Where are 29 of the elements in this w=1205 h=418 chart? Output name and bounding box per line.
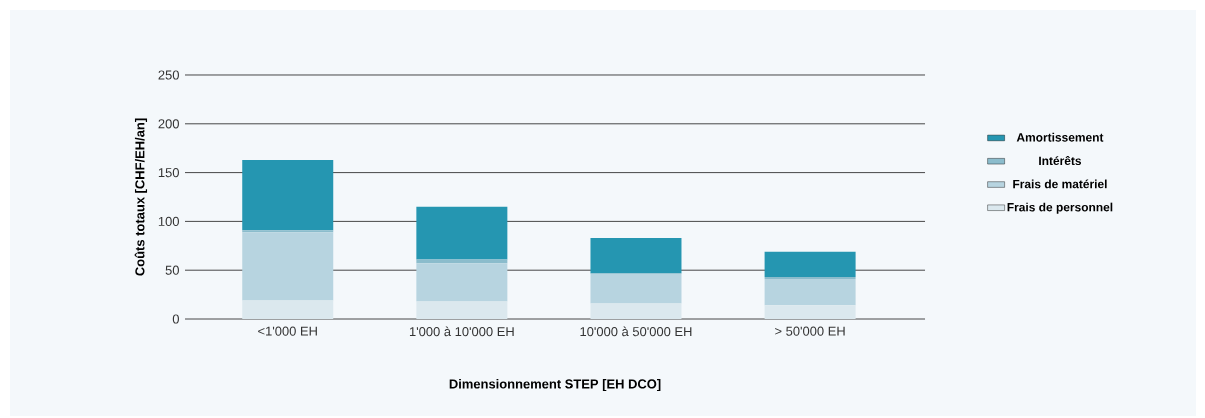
y-tick-label: 150: [158, 168, 179, 178]
bar: [416, 263, 508, 302]
bar: [416, 301, 508, 319]
bar: [590, 303, 682, 319]
bar: [416, 206, 508, 260]
y-tick-label: 250: [158, 70, 179, 80]
bar: [242, 159, 334, 231]
y-tick-label: 200: [158, 119, 179, 129]
bar: [416, 259, 508, 264]
bar: [590, 237, 682, 274]
y-tick-label: 0: [172, 314, 179, 324]
x-tick-label: <1'000 EH: [258, 326, 317, 336]
x-tick-label: 1'000 à 10'000 EH: [409, 326, 514, 337]
y-tick-label: 100: [158, 216, 179, 226]
bar: [764, 305, 856, 319]
bar: [242, 300, 334, 319]
x-tick-label: > 50'000 EH: [775, 326, 845, 336]
bar: [764, 251, 856, 278]
text: Intérêts: [1039, 156, 1082, 166]
legend-label: Amortissement: [1016, 132, 1104, 142]
x-tick-label: 10'000 à 50'000 EH: [580, 326, 692, 337]
legend-label: Frais de personnel: [1007, 202, 1113, 214]
bar: [590, 274, 682, 304]
bar: [764, 278, 856, 306]
y-tick-label: 50: [165, 265, 179, 275]
legend-label: Frais de matériel: [1013, 179, 1107, 189]
y-axis-title: Coûts totaux [CHF/EH/an]: [134, 118, 148, 276]
bar: [242, 232, 334, 301]
x-axis-title: Dimensionnement STEP [EH DCO]: [449, 379, 661, 392]
